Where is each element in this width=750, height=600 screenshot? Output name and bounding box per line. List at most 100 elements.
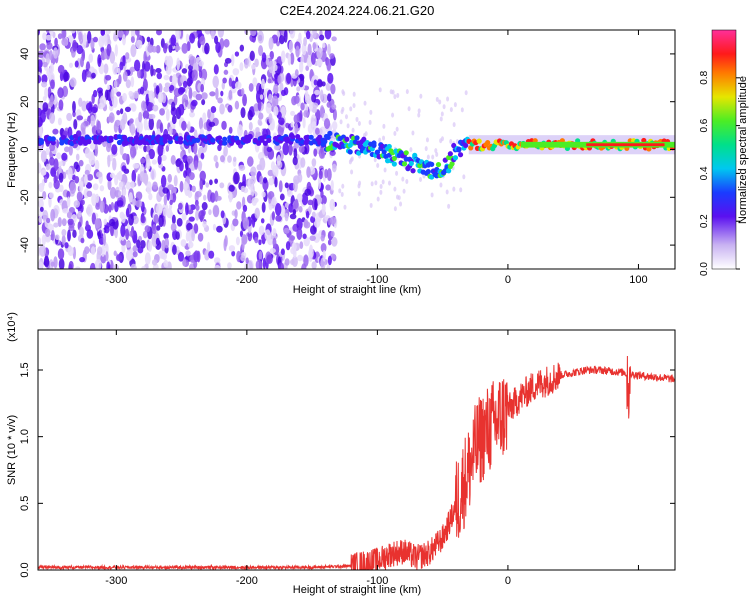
noise-blob <box>292 156 298 166</box>
noise-blob <box>130 263 137 269</box>
noise-blob <box>66 196 71 208</box>
noise-blob <box>105 251 109 262</box>
noise-blob <box>129 145 137 158</box>
noise-blob <box>320 243 327 253</box>
noise-blob <box>315 109 321 121</box>
noise-blob <box>330 83 336 95</box>
noise-blob <box>208 121 216 127</box>
noise-blob <box>119 108 124 115</box>
noise-blob <box>213 154 218 163</box>
noise-blob <box>269 248 276 254</box>
noise-blob <box>145 93 150 104</box>
noise-blob <box>74 175 80 184</box>
noise-blob <box>409 147 413 153</box>
snr-frame <box>37 329 676 571</box>
noise-blob <box>63 146 70 153</box>
noise-blob <box>97 54 102 67</box>
noise-blob <box>241 87 245 96</box>
noise-blob <box>205 182 210 188</box>
noise-blob <box>368 119 372 125</box>
noise-blob <box>379 189 383 195</box>
noise-blob <box>185 33 190 43</box>
ridge-cell <box>447 151 453 157</box>
noise-blob <box>177 86 185 95</box>
noise-blob <box>324 168 328 179</box>
noise-blob <box>112 62 119 75</box>
noise-blob <box>291 242 297 252</box>
noise-blob <box>434 148 438 154</box>
noise-blob <box>318 170 323 180</box>
noise-blob <box>48 156 55 166</box>
noise-blob <box>181 213 187 221</box>
noise-blob <box>224 57 232 64</box>
colorbar-tick-label: 0.8 <box>699 70 710 84</box>
noise-blob <box>39 206 44 212</box>
ridge-cell <box>344 136 350 142</box>
noise-blob <box>124 106 131 113</box>
noise-blob <box>125 228 130 241</box>
noise-blob <box>152 223 157 235</box>
ridge-cell <box>485 140 491 146</box>
noise-blob <box>66 112 73 122</box>
ridge-cell <box>98 136 104 142</box>
noise-blob <box>207 109 211 119</box>
noise-blob <box>119 143 124 156</box>
noise-blob <box>271 95 279 107</box>
noise-blob <box>148 117 154 131</box>
noise-blob <box>324 30 332 40</box>
noise-blob <box>180 239 187 247</box>
noise-blob <box>105 74 112 81</box>
ridge-cell <box>371 140 377 146</box>
noise-blob <box>97 230 101 240</box>
ridge-cell <box>401 161 408 167</box>
noise-blob <box>100 253 107 264</box>
noise-blob <box>449 107 453 113</box>
noise-blob <box>75 153 80 161</box>
ridge-cell <box>457 152 464 158</box>
noise-blob <box>382 135 386 141</box>
noise-blob <box>116 254 123 262</box>
bottom-x-tick-label: 0 <box>505 575 511 587</box>
noise-blob <box>311 107 318 113</box>
noise-blob <box>214 264 221 269</box>
noise-blob <box>374 180 378 186</box>
noise-blob <box>172 244 177 255</box>
noise-blob <box>258 45 264 57</box>
noise-blob <box>138 111 143 123</box>
noise-blob <box>78 31 83 42</box>
noise-blob <box>91 72 96 79</box>
noise-blob <box>116 110 121 116</box>
noise-blob <box>92 89 98 98</box>
noise-blob <box>332 163 337 173</box>
noise-blob <box>109 172 116 179</box>
noise-blob <box>122 92 127 102</box>
noise-blob <box>103 218 108 225</box>
noise-blob <box>150 168 157 181</box>
noise-blob <box>293 95 300 104</box>
noise-blob <box>329 198 336 211</box>
ridge-cell <box>476 138 482 144</box>
noise-blob <box>439 116 443 122</box>
noise-blob <box>203 194 207 201</box>
noise-blob <box>322 250 326 262</box>
noise-blob <box>49 94 54 106</box>
noise-blob <box>181 42 189 54</box>
noise-blob <box>133 59 141 72</box>
noise-blob <box>261 202 266 213</box>
noise-blob <box>405 178 409 184</box>
noise-blob <box>166 208 173 219</box>
noise-blob <box>41 234 46 246</box>
noise-blob <box>266 254 273 264</box>
noise-blob <box>41 81 48 88</box>
noise-blob <box>120 224 126 238</box>
noise-blob <box>236 201 242 210</box>
noise-blob <box>165 64 172 75</box>
noise-blob <box>234 51 240 57</box>
noise-blob <box>59 71 64 82</box>
noise-blob <box>131 169 137 183</box>
noise-blob <box>378 137 382 143</box>
noise-blob <box>395 126 399 132</box>
noise-blob <box>264 229 271 241</box>
noise-blob <box>194 160 199 170</box>
noise-blob <box>171 73 178 86</box>
